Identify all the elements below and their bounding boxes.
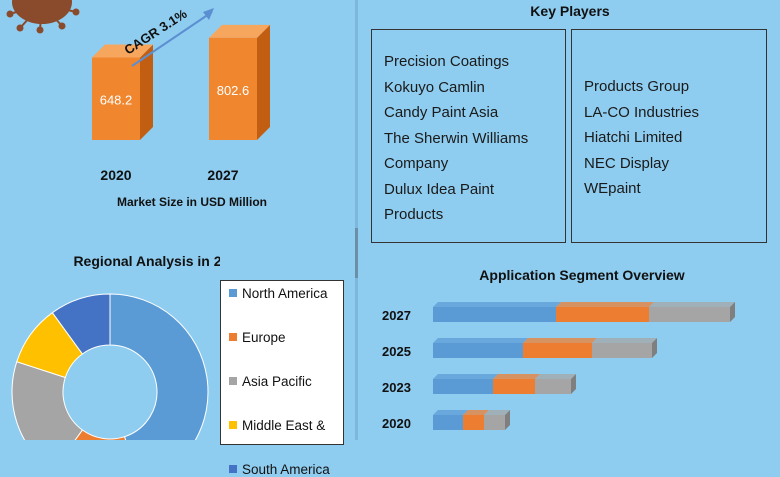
app-bar-end: [571, 374, 576, 394]
key-player-left-4: Company: [384, 155, 449, 172]
app-seg-2025-0: [433, 343, 523, 358]
legend-label: Middle East &: [242, 418, 326, 433]
legend-item-3: Middle East &: [229, 418, 325, 433]
app-bar-end: [505, 410, 510, 430]
key-player-right-0: Products Group: [584, 78, 690, 95]
app-seg-top: [433, 338, 528, 343]
app-label-2025: 2025: [382, 344, 411, 359]
bar-side-2020: [140, 44, 153, 141]
legend-swatch: [229, 421, 237, 429]
bar-side-2027: [257, 24, 270, 141]
app-seg-top: [463, 410, 489, 415]
bar-label-2027: 2027: [207, 167, 238, 183]
key-player-left-1: Kokuyo Camlin: [384, 78, 485, 96]
app-seg-2020-1: [463, 415, 484, 430]
bar-value-2027: 802.6: [217, 83, 250, 98]
legend-label: North America: [242, 286, 328, 301]
app-seg-2023-1: [493, 379, 535, 394]
legend-item-2: Asia Pacific: [229, 374, 312, 389]
application-title: Application Segment Overview: [479, 267, 684, 283]
legend-item-1: Europe: [229, 330, 286, 345]
bar-top-2027: [209, 24, 270, 38]
bar-2027: [209, 37, 257, 141]
app-bar-end: [652, 338, 657, 358]
bar-label-2020: 2020: [100, 167, 131, 183]
key-player-left-6: Products: [384, 206, 444, 223]
cagr-arrowhead: [203, 8, 214, 20]
key-players-box-right: Products Group LA-CO Industries Hiatchi Li…: [571, 29, 767, 243]
regional-legend: North America Europe Asia Pacific Middle Ea…: [220, 280, 344, 477]
app-seg-2023-2: [535, 379, 571, 394]
app-seg-top: [433, 302, 561, 307]
donut-slice-0: [109, 293, 209, 440]
key-players-title: Key Players: [530, 3, 610, 19]
key-player-left-0: Precision Coatings: [384, 53, 510, 70]
app-bar-end: [730, 302, 735, 322]
app-seg-top: [484, 410, 510, 415]
players-panel: [360, 0, 780, 440]
cagr-arrow: [131, 11, 213, 67]
donut-slice-2: [11, 361, 84, 440]
app-seg-2020-0: [433, 415, 463, 430]
legend-label: South America: [242, 462, 330, 477]
key-player-left-5: Dulux Idea Paint: [384, 180, 495, 198]
legend-item-0: North America: [229, 286, 328, 301]
bar-2020: [92, 57, 140, 141]
app-seg-top: [556, 302, 654, 307]
legend-label: Asia Pacific: [242, 374, 312, 389]
app-seg-top: [592, 338, 657, 343]
regional-title: Regional Analysis in 2020 (%): [73, 253, 220, 269]
legend-item-4: South America: [229, 462, 330, 477]
legend-label: Europe: [242, 330, 286, 345]
regional-donut-chart: Regional Analysis in 2020 (%): [11, 253, 220, 440]
app-seg-top: [523, 338, 597, 343]
key-player-right-4: WEpaint: [584, 180, 641, 197]
key-players-box-left: Precision Coatings Kokuyo Camlin Candy Pai…: [371, 29, 566, 243]
bar-top-2020: [92, 44, 153, 58]
legend-swatch: [229, 289, 237, 297]
key-player-left-3: The Sherwin Williams: [384, 129, 529, 147]
donut-slice-1: [74, 429, 127, 440]
app-seg-2020-2: [484, 415, 505, 430]
app-seg-2027-0: [433, 307, 556, 322]
virus-icon: [6, 0, 80, 34]
app-label-2027: 2027: [382, 308, 411, 323]
key-player-left-2: Candy Paint Asia: [384, 104, 499, 121]
market-caption: Market Size in USD Million: [117, 195, 267, 209]
app-label-2023: 2023: [382, 380, 411, 395]
key-player-right-1: LA-CO Industries: [584, 103, 700, 121]
app-seg-2025-2: [592, 343, 652, 358]
app-seg-top: [433, 410, 468, 415]
app-seg-top: [433, 374, 498, 379]
app-seg-2023-0: [433, 379, 493, 394]
app-seg-top: [535, 374, 576, 379]
divider-grip: [355, 228, 358, 278]
panel-divider: [355, 0, 358, 440]
bar-value-2020: 648.2: [100, 92, 133, 107]
legend-swatch: [229, 333, 237, 341]
donut-slice-4: [51, 293, 111, 355]
key-player-right-2: Hiatchi Limited: [584, 129, 683, 146]
key-player-right-3: NEC Display: [584, 154, 670, 172]
app-seg-top: [493, 374, 540, 379]
app-seg-top: [649, 302, 735, 307]
app-label-2020: 2020: [382, 416, 411, 431]
legend-swatch: [229, 465, 237, 473]
application-segment-chart: Application Segment Overview 2027 2025 202…: [382, 267, 735, 431]
app-seg-2027-2: [649, 307, 730, 322]
legend-swatch: [229, 377, 237, 385]
app-seg-2025-1: [523, 343, 592, 358]
app-seg-2027-1: [556, 307, 649, 322]
